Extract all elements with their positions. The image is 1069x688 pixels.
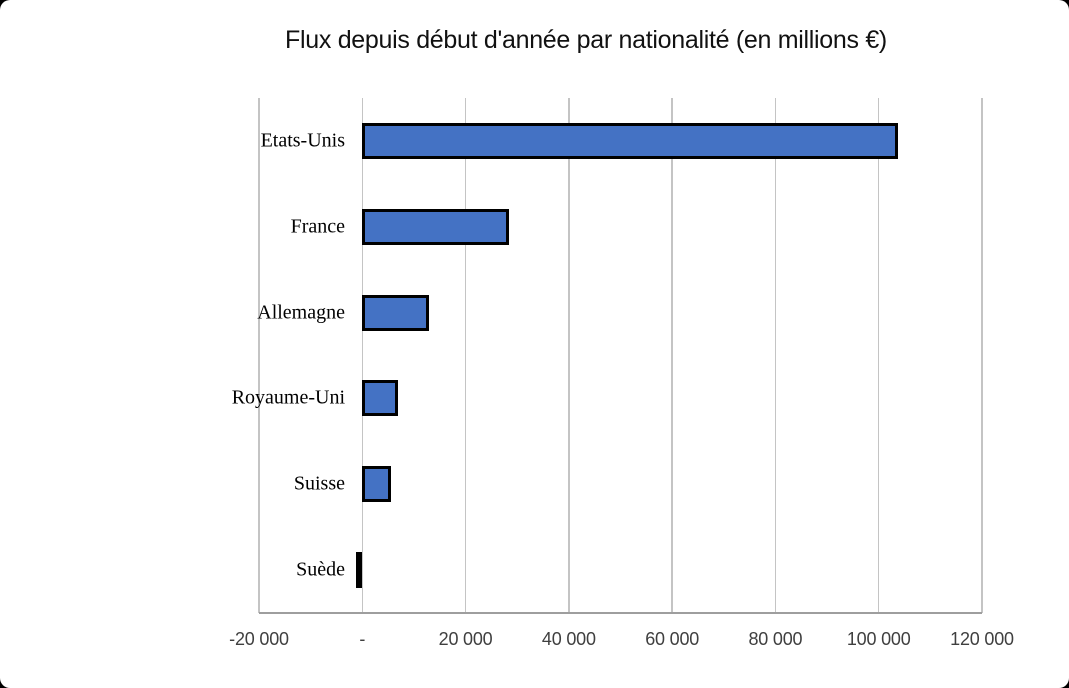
bar-allemagne xyxy=(362,294,430,331)
gridline-20000 xyxy=(464,98,467,613)
category-label-suisse: Suisse xyxy=(293,472,345,495)
plot-area xyxy=(258,98,983,614)
x-tick-label: 120 000 xyxy=(950,629,1014,649)
gridline-80000 xyxy=(774,98,777,613)
category-label-allemagne: Allemagne xyxy=(257,301,345,324)
chart-title: Flux depuis début d'année par nationalit… xyxy=(285,26,887,54)
bar-france xyxy=(362,208,510,245)
gridline-120000 xyxy=(981,98,983,613)
x-tick-label: 20 000 xyxy=(438,629,493,649)
x-tick-label: 80 000 xyxy=(748,629,803,649)
x-tick-label: 100 000 xyxy=(846,629,911,649)
x-tick-label: -20 000 xyxy=(229,629,289,649)
gridline-100000 xyxy=(878,98,880,613)
gridline-0 xyxy=(361,98,363,613)
category-label-etats-unis: Etats-Unis xyxy=(260,129,345,152)
gridline--20000 xyxy=(258,98,260,613)
bar-etats-unis xyxy=(362,122,899,159)
bar-su-de xyxy=(355,552,363,589)
bar-suisse xyxy=(362,466,392,503)
category-label-france: France xyxy=(290,215,345,238)
bar-royaume-uni xyxy=(362,380,399,417)
x-tick-label: 40 000 xyxy=(541,629,596,649)
x-tick-label: - xyxy=(359,629,366,649)
category-label-su-de: Suède xyxy=(296,558,345,581)
x-tick-label: 60 000 xyxy=(645,629,700,649)
gridline-60000 xyxy=(671,98,673,613)
gridline-40000 xyxy=(568,98,570,613)
category-label-royaume-uni: Royaume-Uni xyxy=(231,386,345,409)
x-axis-line xyxy=(259,612,982,614)
